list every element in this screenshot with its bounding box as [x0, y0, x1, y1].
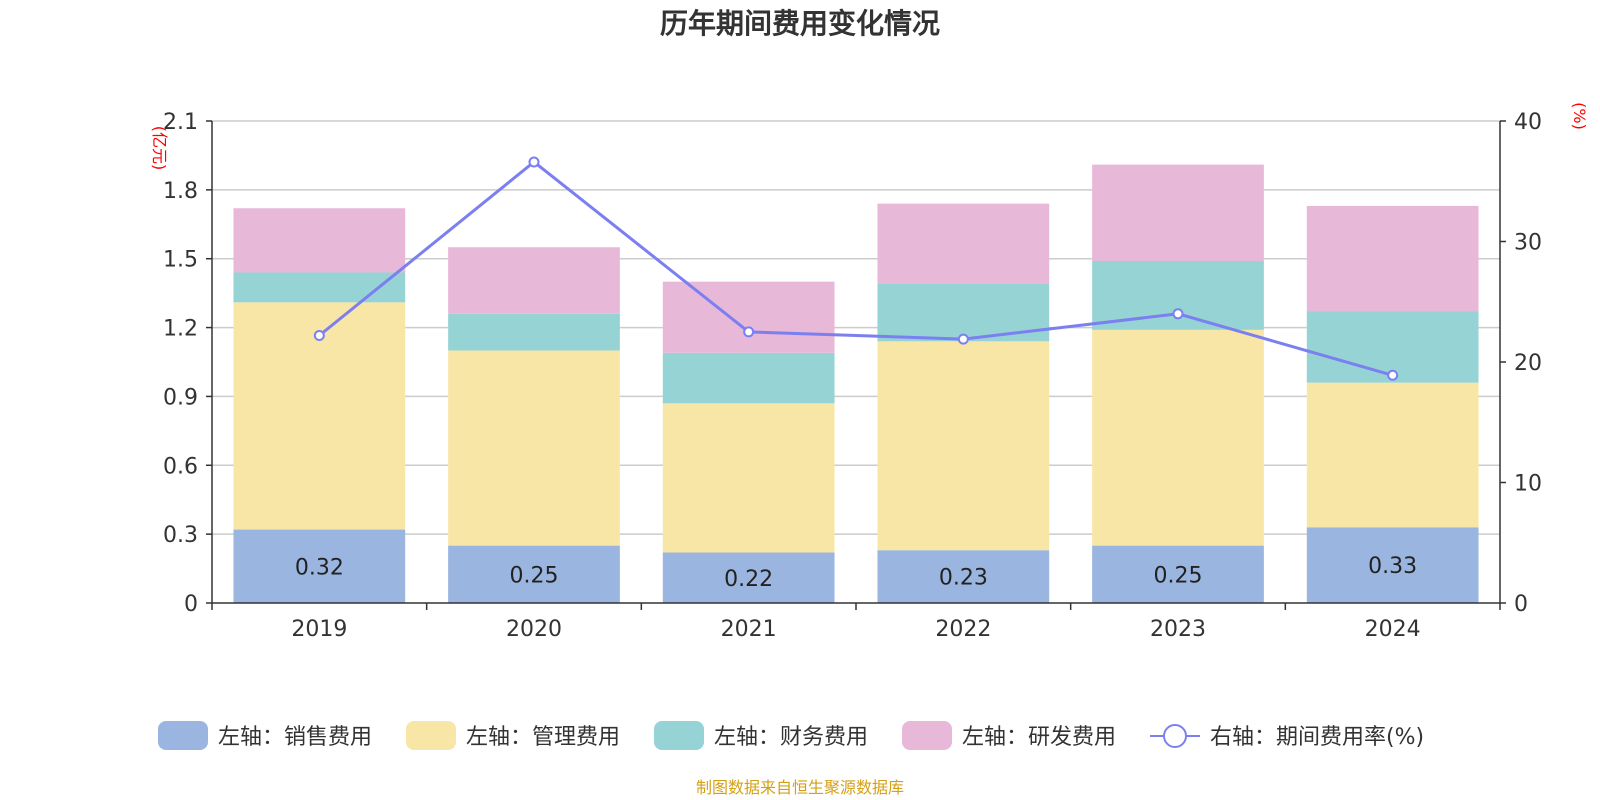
bars — [233, 164, 1479, 603]
bar-segment — [877, 203, 1050, 284]
rate-line-point — [743, 326, 755, 338]
left-axis-tick-label: 1.8 — [163, 179, 198, 204]
bar-segment — [877, 550, 1050, 603]
grid-lines — [212, 120, 1500, 535]
right-axis-tick-label: 20 — [1514, 351, 1542, 376]
rate-line-point — [313, 329, 325, 341]
x-axis-tick-label: 2024 — [1365, 617, 1421, 642]
bar-segment — [662, 552, 835, 603]
x-axis-tick-label: 2022 — [935, 617, 991, 642]
left-axis-unit-label: (亿元) — [150, 126, 169, 171]
legend-swatch — [406, 721, 456, 750]
rate-line-path — [318, 160, 1394, 377]
legend-label: 左轴：管理费用 — [466, 725, 620, 750]
x-axis-tick-label: 2021 — [721, 617, 777, 642]
legend-label: 左轴：财务费用 — [714, 725, 868, 750]
left-axis-tick-label: 0.3 — [163, 523, 198, 548]
legend-marker — [1163, 724, 1187, 748]
bar-value-label: 0.25 — [1154, 563, 1203, 588]
bar-segment — [662, 403, 835, 553]
right-axis-tick-label: 30 — [1514, 231, 1542, 256]
bar-segment — [877, 341, 1050, 551]
legend-label: 左轴：销售费用 — [218, 725, 372, 750]
left-axis-tick-label: 1.2 — [163, 317, 198, 342]
bar-segment — [448, 247, 620, 314]
x-axis-tick-label: 2019 — [291, 617, 347, 642]
bar-segment — [448, 350, 620, 546]
right-axis-tick-label: 40 — [1514, 110, 1542, 135]
right-axis-tick-label: 10 — [1514, 472, 1542, 497]
rate-line — [313, 156, 1399, 381]
bar-segment — [1306, 382, 1479, 528]
source-note: 制图数据来自恒生聚源数据库 — [696, 778, 904, 797]
rate-line-point — [1172, 308, 1184, 320]
legend-label: 左轴：研发费用 — [962, 725, 1116, 750]
bar-segment — [662, 281, 835, 353]
left-axis-tick-label: 0.9 — [163, 385, 198, 410]
legend-item: 左轴：销售费用 — [158, 721, 372, 750]
bar-value-label: 0.25 — [510, 563, 559, 588]
right-axis-tick-label: 0 — [1514, 592, 1528, 617]
legend-swatch — [902, 721, 952, 750]
x-axis-tick-label: 2020 — [506, 617, 562, 642]
axes: 0 0.3 0.6 0.9 1.2 1.5 1.8 2.1 0 10 20 30 40 2019 2020 2… — [163, 110, 1542, 642]
chart-title: 历年期间费用变化情况 — [660, 7, 940, 40]
bar-segment — [448, 545, 620, 603]
bar-segment — [1092, 164, 1264, 262]
left-axis-tick-label: 0 — [184, 592, 198, 617]
legend-swatch — [158, 721, 208, 750]
legend: 左轴：销售费用 左轴：管理费用 左轴：财务费用 左轴：研发费用 右轴：期间费用率(%) — [158, 721, 1424, 750]
legend-item: 左轴：研发费用 — [902, 721, 1116, 750]
rate-line-point — [1387, 369, 1399, 381]
bar-segment — [1092, 329, 1264, 546]
bar-segment — [233, 529, 406, 603]
left-axis-tick-label: 2.1 — [163, 110, 198, 135]
x-axis-tick-label: 2023 — [1150, 617, 1206, 642]
left-axis-tick-label: 1.5 — [163, 248, 198, 273]
rate-line-point — [957, 333, 969, 345]
bar-segment — [662, 352, 835, 404]
bar-value-labels: 0.32 0.25 0.22 0.23 0.25 0.33 — [295, 554, 1417, 592]
bar-segment — [1306, 527, 1479, 603]
legend-swatch — [654, 721, 704, 750]
bar-value-label: 0.33 — [1368, 554, 1417, 579]
bar-segment — [1092, 545, 1264, 603]
right-axis-unit-label: (%) — [1570, 102, 1589, 130]
rate-line-point — [528, 156, 540, 168]
bar-value-label: 0.23 — [939, 566, 988, 591]
left-axis-tick-label: 0.6 — [163, 454, 198, 479]
legend-label: 右轴：期间费用率(%) — [1210, 725, 1424, 750]
bar-value-label: 0.32 — [295, 555, 344, 580]
bar-segment — [1306, 205, 1479, 312]
legend-item: 右轴：期间费用率(%) — [1150, 724, 1424, 750]
bar-value-label: 0.22 — [724, 567, 773, 592]
legend-item: 左轴：财务费用 — [654, 721, 868, 750]
bar-segment — [448, 313, 620, 351]
legend-item: 左轴：管理费用 — [406, 721, 620, 750]
bar-segment — [233, 208, 406, 273]
